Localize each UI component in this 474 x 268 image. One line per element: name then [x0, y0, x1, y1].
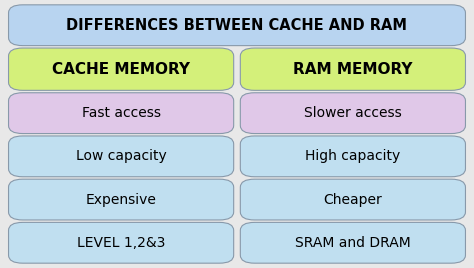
Text: RAM MEMORY: RAM MEMORY — [293, 62, 413, 77]
Text: High capacity: High capacity — [305, 149, 401, 163]
Text: CACHE MEMORY: CACHE MEMORY — [52, 62, 190, 77]
FancyBboxPatch shape — [9, 5, 465, 46]
FancyBboxPatch shape — [240, 222, 465, 263]
FancyBboxPatch shape — [9, 48, 234, 90]
Text: Fast access: Fast access — [82, 106, 161, 120]
FancyBboxPatch shape — [9, 93, 234, 133]
FancyBboxPatch shape — [9, 179, 234, 220]
FancyBboxPatch shape — [240, 136, 465, 177]
FancyBboxPatch shape — [240, 93, 465, 133]
FancyBboxPatch shape — [9, 136, 234, 177]
Text: Cheaper: Cheaper — [324, 193, 382, 207]
Text: DIFFERENCES BETWEEN CACHE AND RAM: DIFFERENCES BETWEEN CACHE AND RAM — [66, 18, 408, 33]
FancyBboxPatch shape — [9, 222, 234, 263]
Text: LEVEL 1,2&3: LEVEL 1,2&3 — [77, 236, 165, 250]
Text: Expensive: Expensive — [86, 193, 156, 207]
FancyBboxPatch shape — [240, 179, 465, 220]
Text: SRAM and DRAM: SRAM and DRAM — [295, 236, 411, 250]
Text: Slower access: Slower access — [304, 106, 402, 120]
FancyBboxPatch shape — [240, 48, 465, 90]
Text: Low capacity: Low capacity — [76, 149, 166, 163]
